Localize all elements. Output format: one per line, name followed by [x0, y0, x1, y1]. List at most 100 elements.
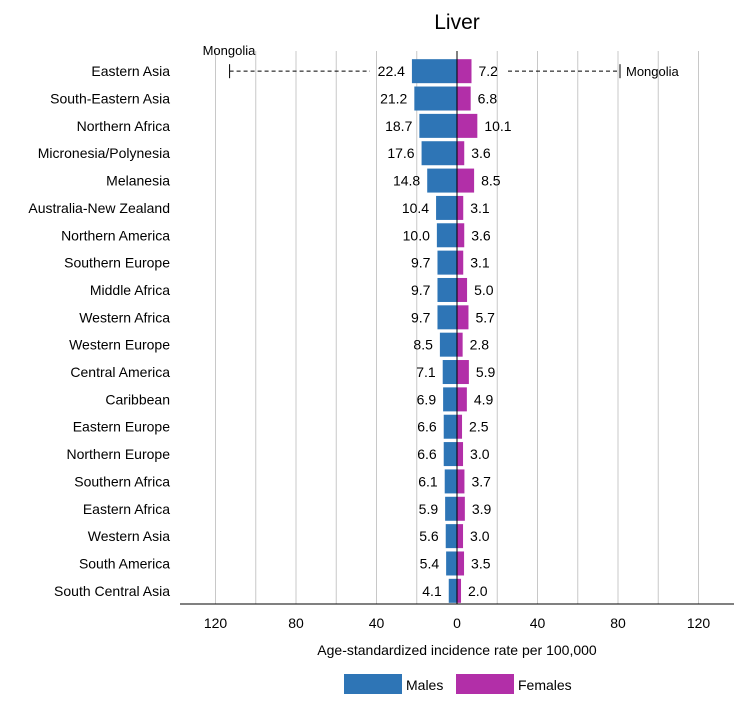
female-value-label: 2.8: [470, 337, 490, 353]
male-value-label: 8.5: [413, 337, 433, 353]
category-label: South-Eastern Asia: [50, 91, 170, 107]
male-value-label: 9.7: [411, 309, 431, 325]
female-bar: [457, 496, 465, 521]
male-value-label: 10.4: [402, 200, 429, 216]
male-value-label: 18.7: [385, 118, 412, 134]
male-bar: [437, 277, 457, 302]
female-value-label: 3.6: [471, 227, 491, 243]
category-label: Western Africa: [79, 309, 170, 325]
male-bar: [444, 469, 457, 494]
female-bar: [457, 360, 469, 385]
legend-swatch-males: [344, 674, 402, 694]
x-axis-label: Age-standardized incidence rate per 100,…: [317, 642, 597, 658]
male-value-label: 4.1: [422, 583, 442, 599]
male-bar: [445, 496, 457, 521]
male-value-label: 22.4: [378, 63, 405, 79]
category-label: Australia-New Zealand: [28, 200, 170, 216]
x-tick-label: 0: [453, 615, 461, 631]
male-bar: [421, 141, 457, 166]
mongolia-female-label: Mongolia: [626, 64, 680, 79]
female-bar: [457, 141, 465, 166]
male-bar: [437, 305, 457, 330]
male-value-label: 5.6: [419, 528, 439, 544]
female-bar: [457, 332, 463, 357]
male-value-label: 6.6: [417, 419, 437, 435]
x-tick-label: 40: [369, 615, 385, 631]
category-label: Caribbean: [105, 391, 170, 407]
female-value-label: 3.9: [472, 501, 492, 517]
male-bar: [446, 551, 457, 576]
female-bar: [457, 168, 475, 193]
annotations: Mongolia Mongolia: [203, 43, 680, 79]
mongolia-male-label: Mongolia: [203, 43, 257, 58]
male-bar: [448, 578, 457, 603]
x-tick-label: 120: [204, 615, 228, 631]
female-bar: [457, 277, 468, 302]
male-bar: [436, 195, 457, 220]
category-label: Eastern Africa: [83, 501, 170, 517]
female-bar: [457, 223, 465, 248]
female-value-label: 6.8: [478, 91, 498, 107]
female-bar: [457, 195, 464, 220]
female-value-label: 5.9: [476, 364, 496, 380]
category-label: Southern Africa: [74, 473, 170, 489]
female-bar: [457, 250, 464, 275]
female-value-label: 2.5: [469, 419, 489, 435]
legend: Males Females: [344, 674, 572, 694]
male-value-label: 9.7: [411, 282, 431, 298]
legend-label-males: Males: [406, 677, 443, 693]
x-tick-label: 80: [610, 615, 626, 631]
female-bar: [457, 305, 469, 330]
female-value-label: 3.1: [470, 200, 490, 216]
male-bar: [436, 223, 457, 248]
category-label: Western Europe: [69, 337, 170, 353]
female-value-label: 5.0: [474, 282, 494, 298]
category-label: Melanesia: [106, 173, 170, 189]
female-bar: [457, 59, 472, 84]
female-bar: [457, 524, 464, 549]
male-bar: [442, 360, 457, 385]
legend-swatch-females: [456, 674, 514, 694]
value-labels: 22.4 7.2 21.2 6.8 18.7 10.1 17.6 3.6 14.8 8.5 10.4…: [378, 63, 512, 599]
category-label: Eastern Asia: [91, 63, 170, 79]
female-value-label: 4.9: [474, 391, 494, 407]
male-value-label: 9.7: [411, 255, 431, 271]
female-bar: [457, 387, 467, 412]
male-value-label: 6.1: [418, 473, 438, 489]
female-value-label: 5.7: [475, 309, 495, 325]
male-value-label: 7.1: [416, 364, 436, 380]
female-bar: [457, 86, 471, 111]
female-value-label: 8.5: [481, 173, 501, 189]
female-value-label: 7.2: [478, 63, 498, 79]
category-labels: Eastern Asia South-Eastern Asia Northern A…: [28, 63, 170, 599]
male-value-label: 5.4: [420, 555, 440, 571]
female-value-label: 10.1: [484, 118, 511, 134]
female-bar: [457, 442, 464, 467]
female-bar: [457, 469, 465, 494]
category-label: Northern America: [61, 227, 170, 243]
chart-title: Liver: [434, 11, 480, 34]
male-bar: [443, 414, 457, 439]
male-value-label: 17.6: [387, 145, 414, 161]
female-value-label: 3.0: [470, 528, 490, 544]
female-bar: [457, 578, 462, 603]
male-bar: [411, 59, 457, 84]
female-value-label: 3.7: [471, 473, 491, 489]
category-label: Central America: [70, 364, 170, 380]
category-label: Northern Europe: [66, 446, 170, 462]
female-bar: [457, 113, 478, 138]
category-label: Eastern Europe: [73, 419, 170, 435]
male-value-label: 5.9: [419, 501, 439, 517]
male-value-label: 21.2: [380, 91, 407, 107]
category-label: Southern Europe: [64, 255, 170, 271]
grid-lines: [215, 51, 699, 604]
male-bar: [427, 168, 457, 193]
male-bar: [414, 86, 457, 111]
x-tick-label: 40: [530, 615, 546, 631]
male-bar: [443, 442, 457, 467]
x-tick-label: 120: [687, 615, 711, 631]
female-value-label: 3.1: [470, 255, 490, 271]
male-value-label: 6.9: [417, 391, 437, 407]
category-label: South America: [79, 555, 170, 571]
